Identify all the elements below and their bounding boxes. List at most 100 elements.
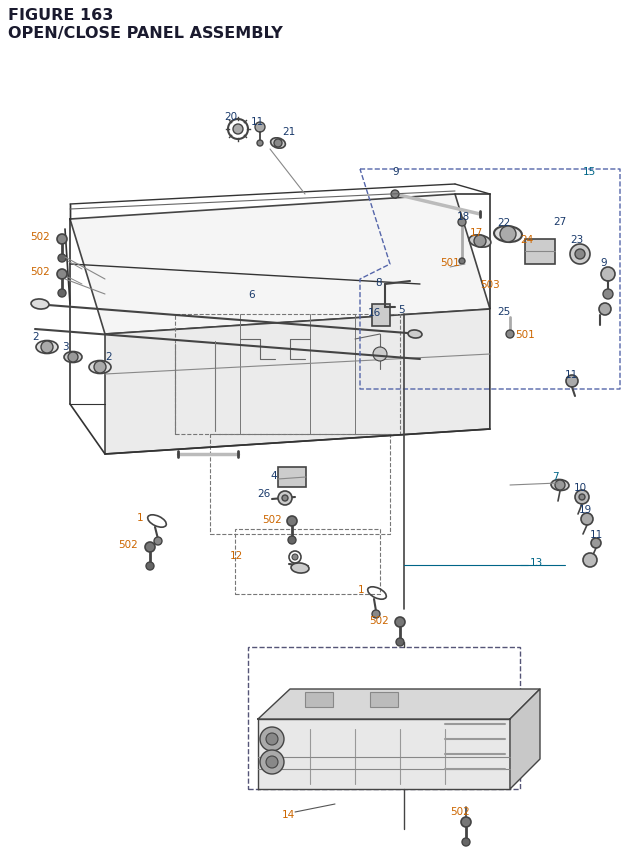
- Text: 1: 1: [137, 512, 143, 523]
- Circle shape: [266, 734, 278, 745]
- Text: 502: 502: [450, 806, 470, 816]
- Text: 501: 501: [440, 257, 460, 268]
- Text: 14: 14: [282, 809, 295, 819]
- Text: 19: 19: [579, 505, 592, 514]
- Ellipse shape: [469, 236, 491, 248]
- Ellipse shape: [31, 300, 49, 310]
- Text: OPEN/CLOSE PANEL ASSEMBLY: OPEN/CLOSE PANEL ASSEMBLY: [8, 26, 283, 41]
- Text: 21: 21: [282, 127, 295, 137]
- Text: 23: 23: [570, 235, 583, 245]
- Circle shape: [58, 255, 66, 263]
- Circle shape: [599, 304, 611, 316]
- Circle shape: [372, 610, 380, 618]
- Bar: [278, 468, 306, 487]
- Text: 502: 502: [262, 514, 282, 524]
- Ellipse shape: [494, 226, 522, 243]
- Polygon shape: [70, 195, 490, 335]
- Circle shape: [396, 638, 404, 647]
- Text: 17: 17: [470, 228, 483, 238]
- Text: 25: 25: [497, 307, 510, 317]
- Circle shape: [579, 494, 585, 500]
- Circle shape: [57, 235, 67, 245]
- Circle shape: [145, 542, 155, 553]
- Circle shape: [266, 756, 278, 768]
- Circle shape: [581, 513, 593, 525]
- Circle shape: [260, 728, 284, 751]
- Text: 24: 24: [520, 235, 533, 245]
- Circle shape: [506, 331, 514, 338]
- Text: 16: 16: [368, 307, 381, 318]
- Bar: [372, 305, 390, 326]
- Circle shape: [459, 258, 465, 264]
- Circle shape: [257, 141, 263, 147]
- Circle shape: [570, 245, 590, 264]
- Text: 502: 502: [30, 267, 50, 276]
- Text: 10: 10: [574, 482, 587, 492]
- Text: 3: 3: [62, 342, 68, 351]
- Text: 1: 1: [358, 585, 365, 594]
- Circle shape: [575, 250, 585, 260]
- Circle shape: [292, 554, 298, 561]
- Text: 15: 15: [583, 167, 596, 177]
- Text: 7: 7: [552, 472, 559, 481]
- Text: 6: 6: [248, 289, 255, 300]
- Polygon shape: [510, 689, 540, 789]
- Circle shape: [58, 289, 66, 298]
- Ellipse shape: [408, 331, 422, 338]
- Ellipse shape: [89, 361, 111, 374]
- Bar: [525, 239, 555, 264]
- Text: FIGURE 163: FIGURE 163: [8, 8, 113, 23]
- Circle shape: [461, 817, 471, 827]
- Text: 9: 9: [392, 167, 399, 177]
- Text: 503: 503: [480, 280, 500, 289]
- Circle shape: [94, 362, 106, 374]
- Bar: [370, 692, 398, 707]
- Circle shape: [154, 537, 162, 545]
- Text: 502: 502: [30, 232, 50, 242]
- Text: 4: 4: [270, 470, 276, 480]
- Circle shape: [282, 495, 288, 501]
- Circle shape: [57, 269, 67, 280]
- Bar: [248, 647, 520, 789]
- Circle shape: [391, 191, 399, 199]
- Text: 501: 501: [515, 330, 535, 339]
- Text: 20: 20: [224, 112, 237, 122]
- Circle shape: [591, 538, 601, 548]
- Text: 2: 2: [105, 351, 111, 362]
- Circle shape: [395, 617, 405, 628]
- Circle shape: [68, 353, 78, 362]
- Polygon shape: [105, 310, 490, 455]
- Circle shape: [462, 838, 470, 846]
- Text: 9: 9: [600, 257, 607, 268]
- Circle shape: [287, 517, 297, 526]
- Text: 502: 502: [118, 539, 138, 549]
- Polygon shape: [258, 689, 540, 719]
- Circle shape: [566, 375, 578, 387]
- Bar: [305, 692, 333, 707]
- Text: 11: 11: [251, 117, 264, 127]
- Ellipse shape: [271, 139, 285, 149]
- Circle shape: [146, 562, 154, 570]
- Circle shape: [233, 125, 243, 135]
- Circle shape: [260, 750, 284, 774]
- Ellipse shape: [291, 563, 309, 573]
- Ellipse shape: [551, 480, 569, 491]
- Text: 27: 27: [553, 217, 566, 226]
- Bar: [210, 435, 390, 535]
- Circle shape: [373, 348, 387, 362]
- Circle shape: [288, 536, 296, 544]
- Circle shape: [601, 268, 615, 282]
- Text: 502: 502: [369, 616, 388, 625]
- Circle shape: [274, 139, 282, 148]
- Text: 22: 22: [497, 218, 510, 228]
- Bar: [175, 314, 400, 435]
- Text: 2: 2: [32, 331, 38, 342]
- Polygon shape: [258, 719, 510, 789]
- Text: 26: 26: [257, 488, 270, 499]
- Circle shape: [458, 219, 466, 226]
- Circle shape: [278, 492, 292, 505]
- Circle shape: [41, 342, 53, 354]
- Ellipse shape: [36, 341, 58, 354]
- Text: 8: 8: [375, 278, 381, 288]
- Circle shape: [575, 491, 589, 505]
